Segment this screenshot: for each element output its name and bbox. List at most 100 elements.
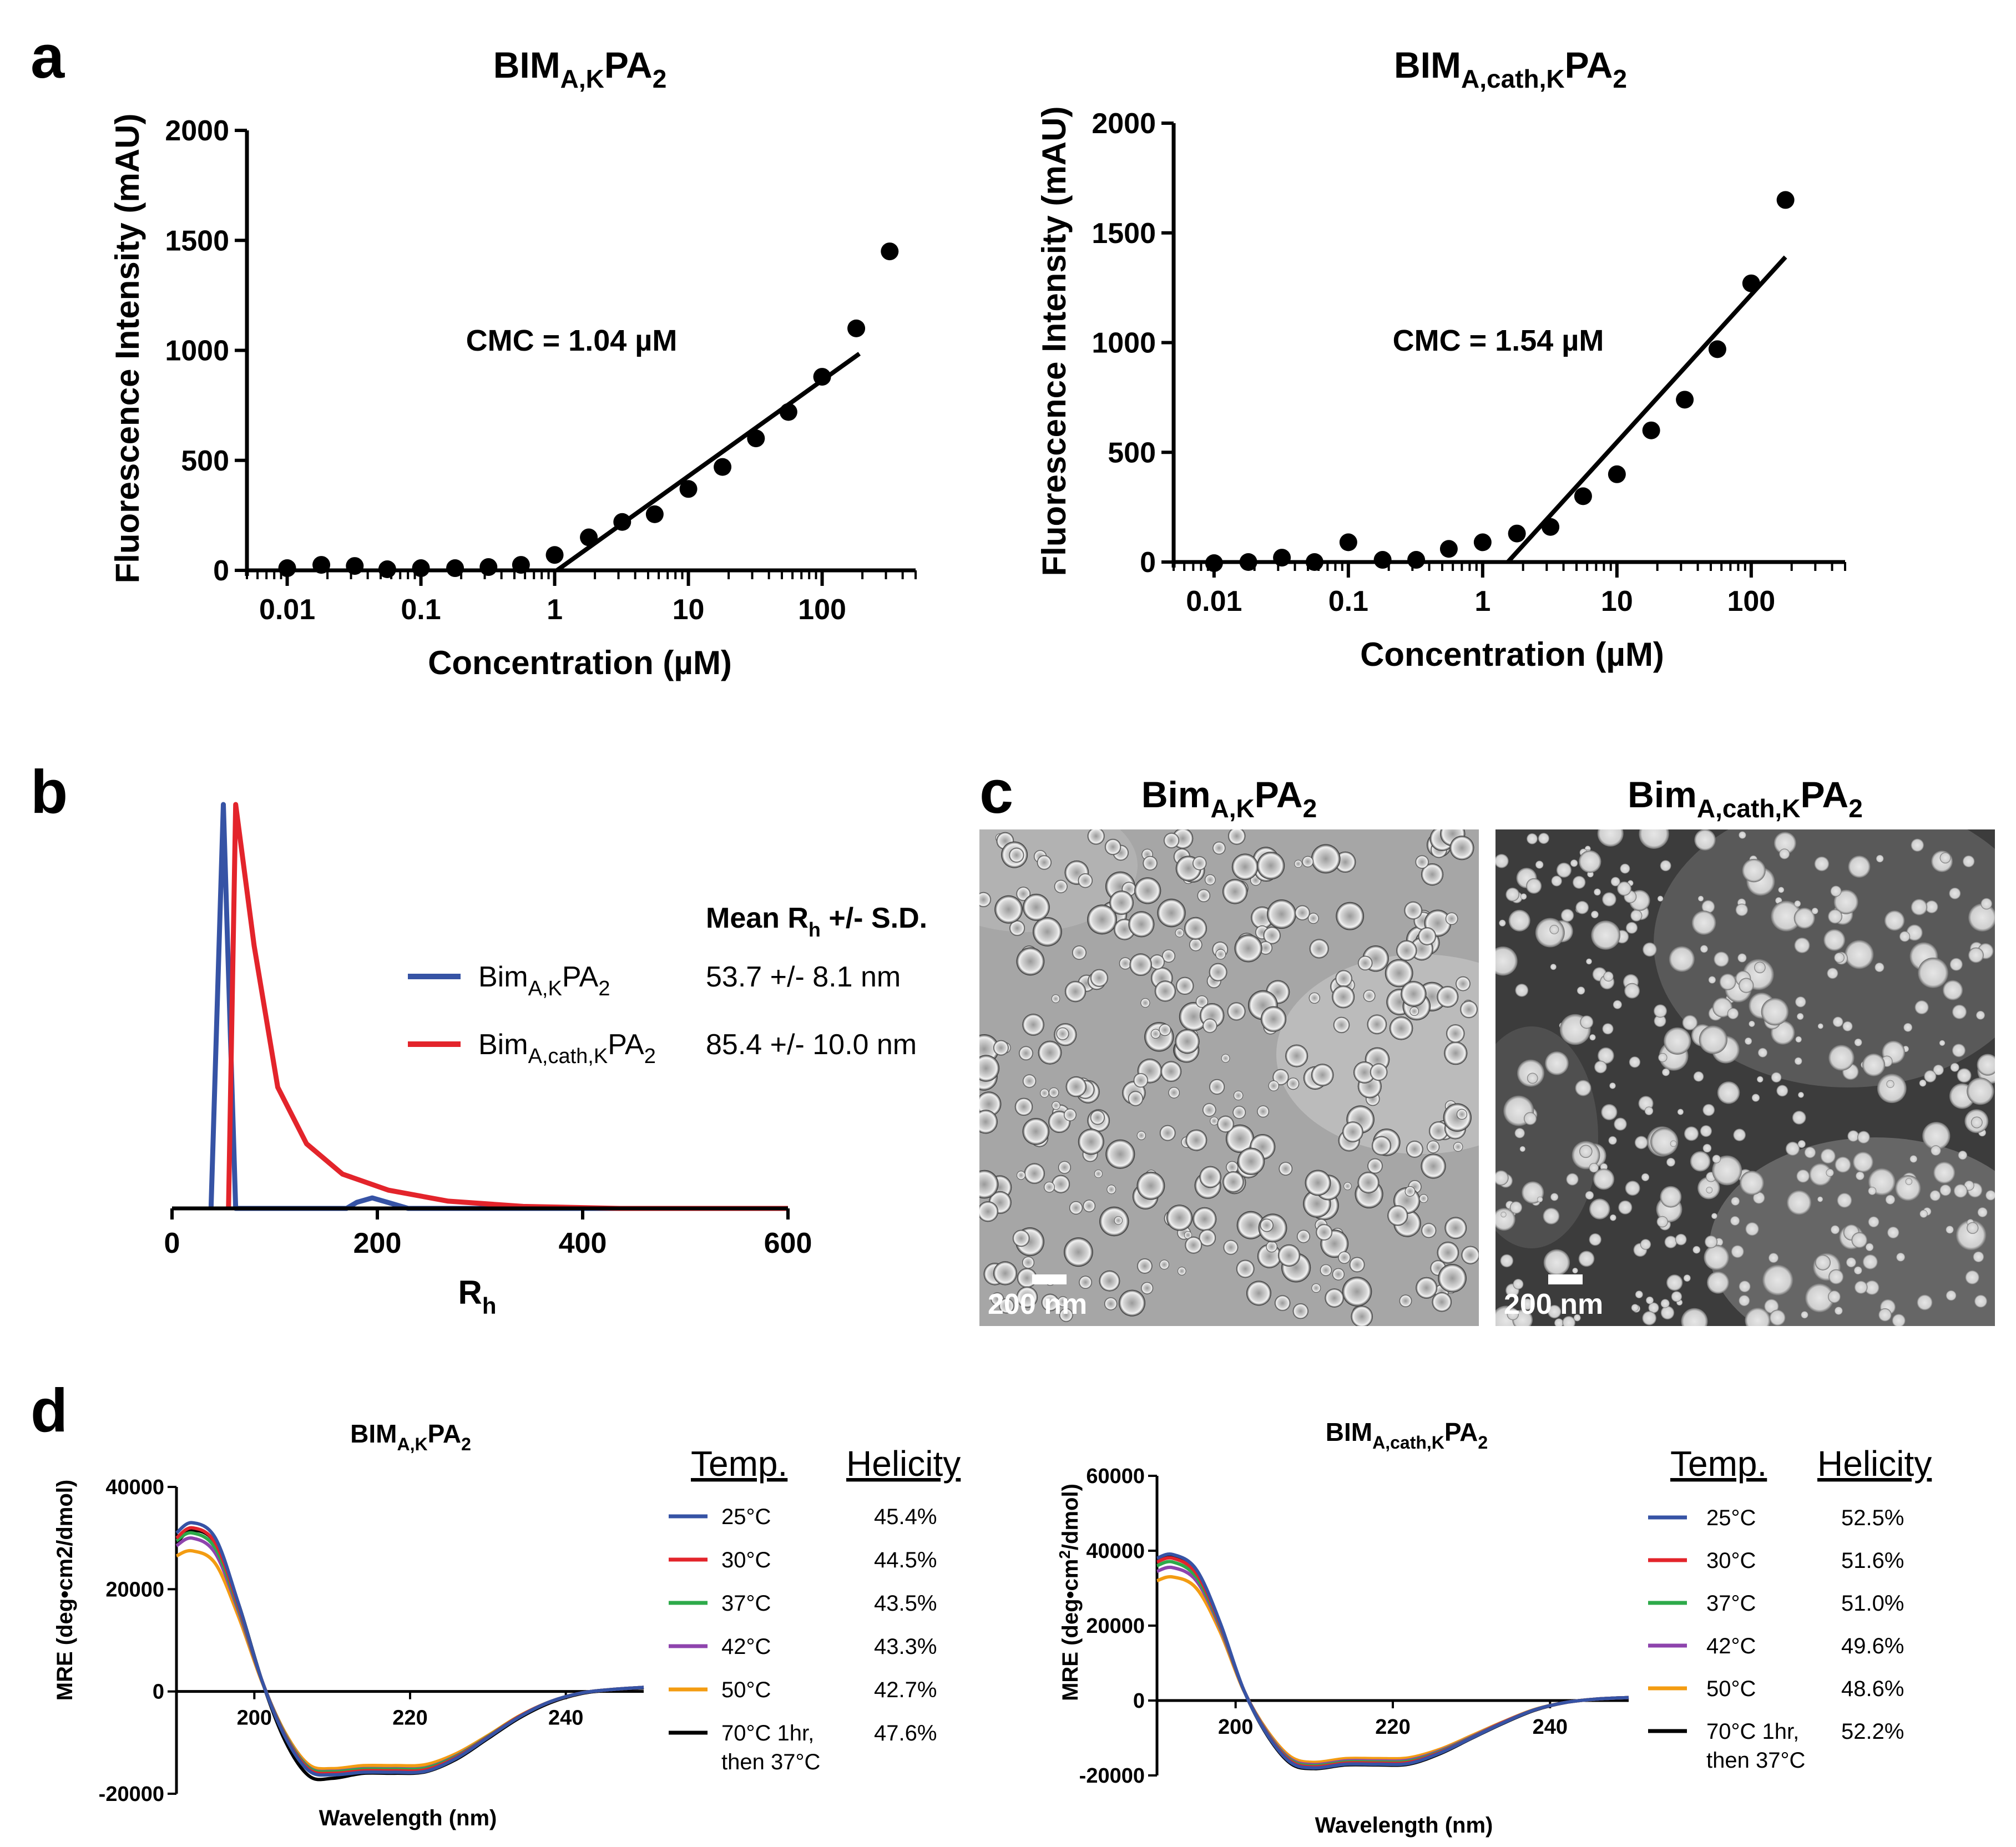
tem-right-particle [1648,1302,1659,1313]
tem-right-title: BimA,cath,KPA2 [1628,774,1863,823]
tem-left-particle [1260,1006,1287,1032]
tem-right-particle [1929,1190,1941,1201]
tem-left-particle [1054,879,1068,893]
tem-left-particle [1072,945,1087,960]
tem-right-particle [1924,1070,1937,1082]
tem-left-particle [1185,1236,1202,1254]
tem-left-particle [1022,1256,1034,1269]
tem-right-particle [1795,1036,1802,1043]
tem-left-particle [1404,901,1422,920]
chart-a-left-data-point [714,458,732,476]
tem-right-particle [1946,1290,1957,1301]
tem-left-particle [1087,904,1117,935]
tem-right-particle [1702,1104,1715,1116]
tem-left-particle [1166,1205,1193,1231]
tem-right-particle [1706,1187,1713,1193]
tem-right-particle [1953,1184,1968,1198]
tem-right-particle [1712,1155,1721,1163]
tem-right-particle [1905,1178,1913,1185]
tem-right-particle [1817,1196,1823,1202]
tem-right-particle [1830,1225,1840,1234]
chart-d-left-legend-helicity: 47.6% [874,1721,937,1745]
chart-b-legend: BimA,KPA2 53.7 +/- 8.1 nm BimA,cath,KPA2 85… [408,961,917,1068]
chart-d-right-x-tick-label: 240 [1533,1716,1568,1739]
chart-a-left-data-point [378,560,396,579]
chart-d-left-series-4-line [175,1536,644,1773]
chart-d-left-legend-helicity: 44.5% [874,1548,937,1572]
tem-left-particle [1175,928,1184,938]
tem-right-particle [1846,1257,1857,1268]
chart-d-left-legend-label: 50°C [721,1678,771,1702]
tem-left-particle [1421,1153,1446,1179]
tem-right-particle [1527,1072,1538,1084]
chart-a-left-data-point [881,242,899,261]
tem-right-particle [1620,863,1630,874]
chart-a-right-data-point [1542,518,1560,536]
tem-left-title: BimA,KPA2 [1141,774,1317,823]
tem-right-particle [1593,1168,1615,1190]
tem-right-particle [1671,1291,1682,1302]
tem-left-particle [1461,1246,1479,1264]
tem-right-particle [1556,862,1572,878]
tem-right-particle [1739,1295,1750,1307]
tem-right-particle [1769,1309,1786,1326]
tem-right-particle [1505,887,1520,902]
chart-a-right-plot: 0 500 1000 1500 2000 0.01 0.1 1 10 100 [1092,108,1846,618]
tem-right-particle [1500,1254,1514,1268]
chart-d-left-series-6-line [175,1529,644,1782]
tem-right-particle [1575,1080,1591,1096]
chart-a-right-data-point [1742,274,1760,292]
tem-right-particle [1580,1015,1594,1029]
tem-right-particle [1735,903,1749,917]
tem-right-particle [1973,1251,1984,1263]
tem-left-particle [993,1261,1018,1286]
tem-left-particle [1150,1029,1161,1039]
tem-right-particle [1845,940,1874,969]
chart-d-right-xlabel: Wavelength (nm) [1315,1813,1493,1838]
tem-right-particle [1752,1192,1765,1204]
tem-left-particle [1133,1073,1148,1088]
tem-left-particle [1357,1171,1380,1193]
tem-left-particle [1437,1241,1459,1264]
chart-a-left-data-point [412,559,430,578]
chart-a-right-data-point [1574,487,1592,505]
tem-left-particle [1294,859,1302,868]
tem-right-particle [1551,876,1562,887]
tem-left-particle [1175,1029,1200,1054]
tem-left-particle [1227,1002,1246,1021]
chart-a-right-y-tick-label: 500 [1108,437,1156,469]
tem-right-particle [1543,1249,1570,1276]
tem-right-particle [1634,1136,1648,1150]
chart-d-right-ylabel: MRE (deg•cm2/dmol) [1056,1484,1083,1701]
tem-right-particle [1690,1151,1711,1172]
tem-left-particle [1023,1074,1037,1088]
tem-left-particle [1052,1101,1060,1110]
tem-left-particle [1022,1014,1044,1036]
tem-right-particle [1896,1252,1906,1262]
tem-left-particle [1128,911,1155,938]
tem-right-particle [1933,1064,1944,1076]
tem-right-particle [1495,946,1518,976]
tem-left-particle [1453,1142,1463,1152]
tem-left-particle [1237,1147,1265,1175]
chart-a-left-data-point [346,557,364,575]
tem-left-particle [1109,890,1134,915]
tem-right-particle [1801,1311,1808,1319]
tem-right-particle [1597,829,1624,847]
chart-d-right-legend-helicity: 51.0% [1841,1591,1904,1616]
tem-left-particle [1343,1182,1352,1191]
chart-a-right-title: BIMA,cath,KPA2 [1394,44,1627,93]
tem-left-particle [1137,1258,1153,1274]
tem-right-particle [1589,1034,1596,1041]
tem-right-particle [1968,903,1995,932]
tem-right-particle [1657,895,1664,902]
tem-right-particle [1851,1232,1868,1248]
tem-left-particle [1057,1296,1069,1307]
tem-right-particle [1693,1071,1704,1082]
chart-a-left-x-tick-label: 1 [547,594,563,626]
tem-left-particle [1099,1206,1129,1237]
tem-left-particle [1179,1002,1209,1031]
tem-right-particle [1589,1198,1610,1219]
tem-right-particle [1719,973,1736,990]
tem-right-particle [1817,1023,1823,1029]
